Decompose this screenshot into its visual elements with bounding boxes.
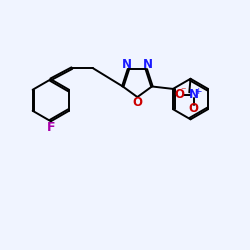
Text: N: N <box>189 88 199 101</box>
Text: F: F <box>46 121 55 134</box>
Text: O: O <box>174 88 184 101</box>
Text: O: O <box>132 96 142 109</box>
Text: O: O <box>189 102 199 115</box>
Text: N: N <box>142 58 152 71</box>
Text: +: + <box>194 87 202 96</box>
Text: ⁻: ⁻ <box>180 86 186 96</box>
Text: N: N <box>122 58 132 71</box>
